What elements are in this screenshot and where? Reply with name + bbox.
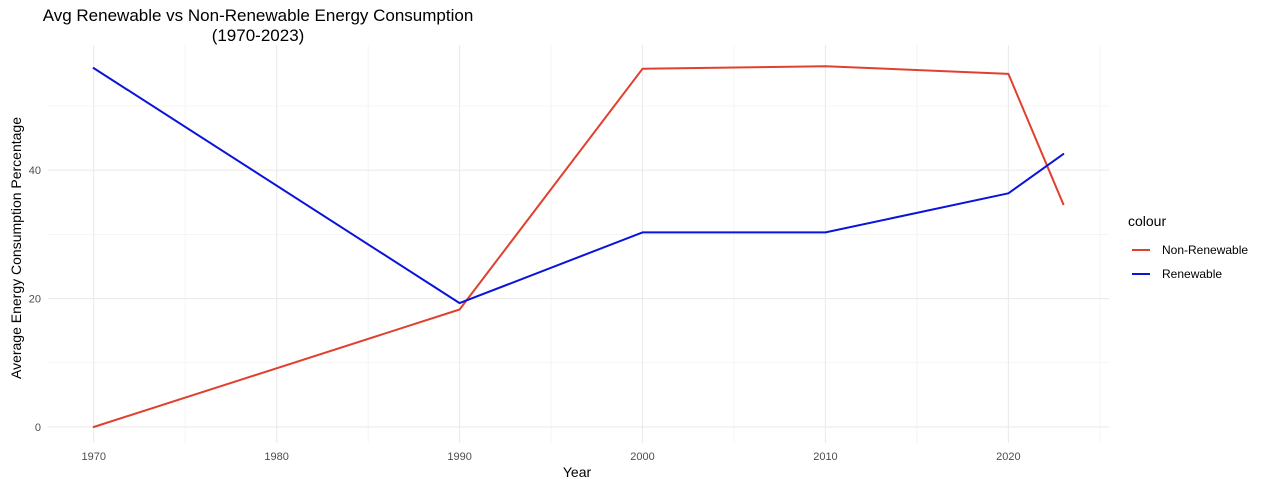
data-point-non-renewable — [824, 65, 827, 68]
x-tick-label: 2000 — [630, 451, 654, 463]
x-tick-label: 1970 — [81, 451, 105, 463]
minor-gridlines — [48, 45, 1109, 443]
data-point-non-renewable — [641, 67, 644, 70]
x-axis-label: Year — [562, 464, 592, 480]
x-tick-label: 1990 — [447, 451, 471, 463]
data-point-renewable — [458, 302, 461, 304]
legend-label: Non-Renewable — [1162, 243, 1249, 257]
y-tick-label: 40 — [29, 165, 41, 177]
data-point-renewable — [1062, 153, 1065, 156]
x-tick-label: 1980 — [264, 451, 288, 463]
data-point-non-renewable — [458, 308, 461, 311]
data-point-renewable — [1007, 192, 1010, 195]
legend: colour Non-Renewable Renewable — [1128, 213, 1248, 286]
legend-swatch — [1132, 273, 1150, 275]
chart-title: Avg Renewable vs Non-Renewable Energy Co… — [42, 6, 474, 45]
legend-title: colour — [1128, 213, 1167, 229]
legend-swatch — [1132, 249, 1150, 251]
tick-labels: 1970 1980 1990 2000 2010 2020 0 20 40 — [29, 165, 1021, 463]
data-point-non-renewable — [1062, 203, 1065, 206]
series-line-non-renewable — [92, 65, 1065, 428]
data-point-non-renewable — [92, 426, 95, 428]
series-line-renewable — [92, 67, 1065, 305]
legend-item-renewable: Renewable — [1128, 262, 1248, 286]
legend-label: Renewable — [1162, 267, 1223, 281]
x-tick-label: 2010 — [813, 451, 837, 463]
data-point-renewable — [824, 231, 827, 234]
legend-item-non-renewable: Non-Renewable — [1128, 238, 1248, 262]
series-lines — [92, 65, 1065, 428]
major-gridlines — [48, 45, 1109, 443]
data-point-non-renewable — [1007, 72, 1010, 75]
y-tick-label: 0 — [35, 422, 41, 434]
data-point-renewable — [92, 67, 95, 70]
y-tick-label: 20 — [29, 294, 41, 306]
legend-items: Non-Renewable Renewable — [1128, 238, 1248, 286]
data-point-renewable — [641, 231, 644, 234]
x-tick-label: 2020 — [996, 451, 1020, 463]
